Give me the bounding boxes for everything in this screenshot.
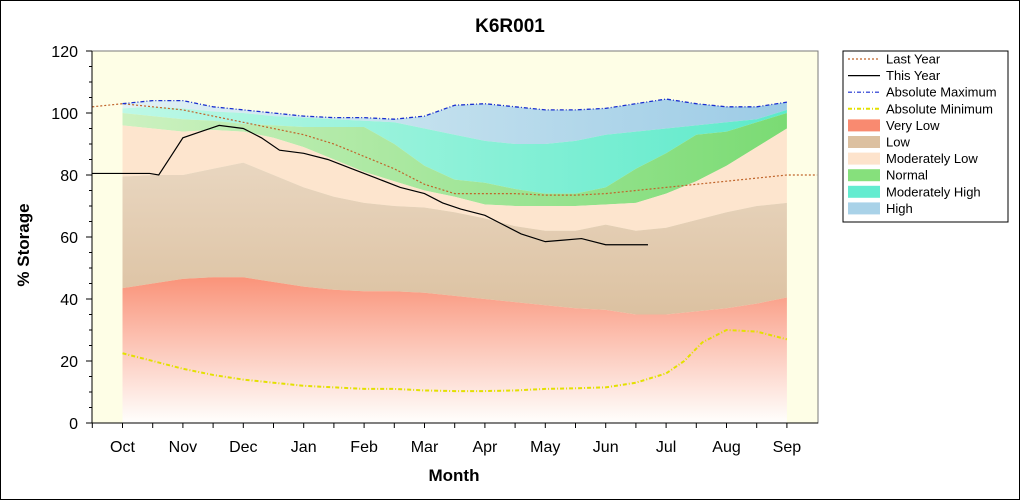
x-tick-label-dec: Dec bbox=[229, 439, 257, 456]
band-moderately-high bbox=[122, 106, 787, 194]
legend-swatch-high bbox=[848, 202, 880, 215]
x-axis-label: Month bbox=[429, 466, 480, 485]
legend-label-absolute-minimum: Absolute Minimum bbox=[886, 101, 993, 116]
series-absolute-minimum bbox=[122, 328, 788, 393]
legend-swatch-normal bbox=[848, 169, 880, 182]
legend-label-high: High bbox=[886, 201, 913, 216]
y-tick-label: 60 bbox=[60, 230, 78, 247]
legend-label-low: Low bbox=[886, 135, 910, 150]
x-tick-label-mar: Mar bbox=[411, 439, 439, 456]
band-very-low bbox=[122, 277, 787, 423]
y-tick-label: 0 bbox=[69, 416, 78, 433]
y-tick-label: 40 bbox=[60, 292, 78, 309]
x-tick-label-feb: Feb bbox=[350, 439, 378, 456]
x-tick-label-aug: Aug bbox=[712, 439, 740, 456]
legend-label-absolute-maximum: Absolute Maximum bbox=[886, 85, 997, 100]
x-tick-label-nov: Nov bbox=[169, 439, 197, 456]
x-tick-label-sep: Sep bbox=[773, 439, 802, 456]
y-tick-label: 20 bbox=[60, 354, 78, 371]
legend-swatch-low bbox=[848, 136, 880, 148]
legend-label-moderately-high: Moderately High bbox=[886, 184, 981, 199]
y-axis-label: % Storage bbox=[14, 203, 33, 286]
legend-label-moderately-low: Moderately Low bbox=[886, 151, 978, 166]
y-tick-label: 80 bbox=[60, 168, 78, 185]
x-tick-label-jul: Jul bbox=[656, 439, 676, 456]
series-absolute-maximum bbox=[122, 98, 787, 120]
y-tick-label: 100 bbox=[51, 106, 78, 123]
legend-label-very-low: Very Low bbox=[886, 118, 940, 133]
legend-label-this-year: This Year bbox=[886, 68, 941, 83]
axes: 0 20 40 60 80 100 120 Oct Nov Dec Jan Feb Mar Apr May J… bbox=[51, 44, 818, 456]
x-tick-label-may: May bbox=[530, 439, 560, 456]
y-tick-label: 120 bbox=[51, 44, 78, 61]
series-this-year bbox=[92, 124, 648, 246]
band-normal bbox=[122, 113, 787, 206]
percentile-bands bbox=[122, 99, 787, 423]
series-lines bbox=[92, 98, 818, 393]
x-tick-label-apr: Apr bbox=[472, 439, 498, 456]
x-tick-label-oct: Oct bbox=[110, 439, 135, 456]
legend-swatch-very-low bbox=[848, 119, 880, 132]
legend-label-normal: Normal bbox=[886, 168, 928, 183]
band-low bbox=[122, 162, 787, 315]
band-high bbox=[122, 99, 787, 144]
legend-swatch-moderately-high bbox=[848, 185, 880, 198]
series-last-year bbox=[92, 103, 818, 196]
legend-swatch-moderately-low bbox=[848, 152, 880, 165]
x-tick-label-jan: Jan bbox=[291, 439, 317, 456]
legend-label-last-year: Last Year bbox=[886, 52, 941, 67]
x-tick-label-jun: Jun bbox=[593, 439, 619, 456]
chart-title: K6R001 bbox=[475, 16, 545, 37]
